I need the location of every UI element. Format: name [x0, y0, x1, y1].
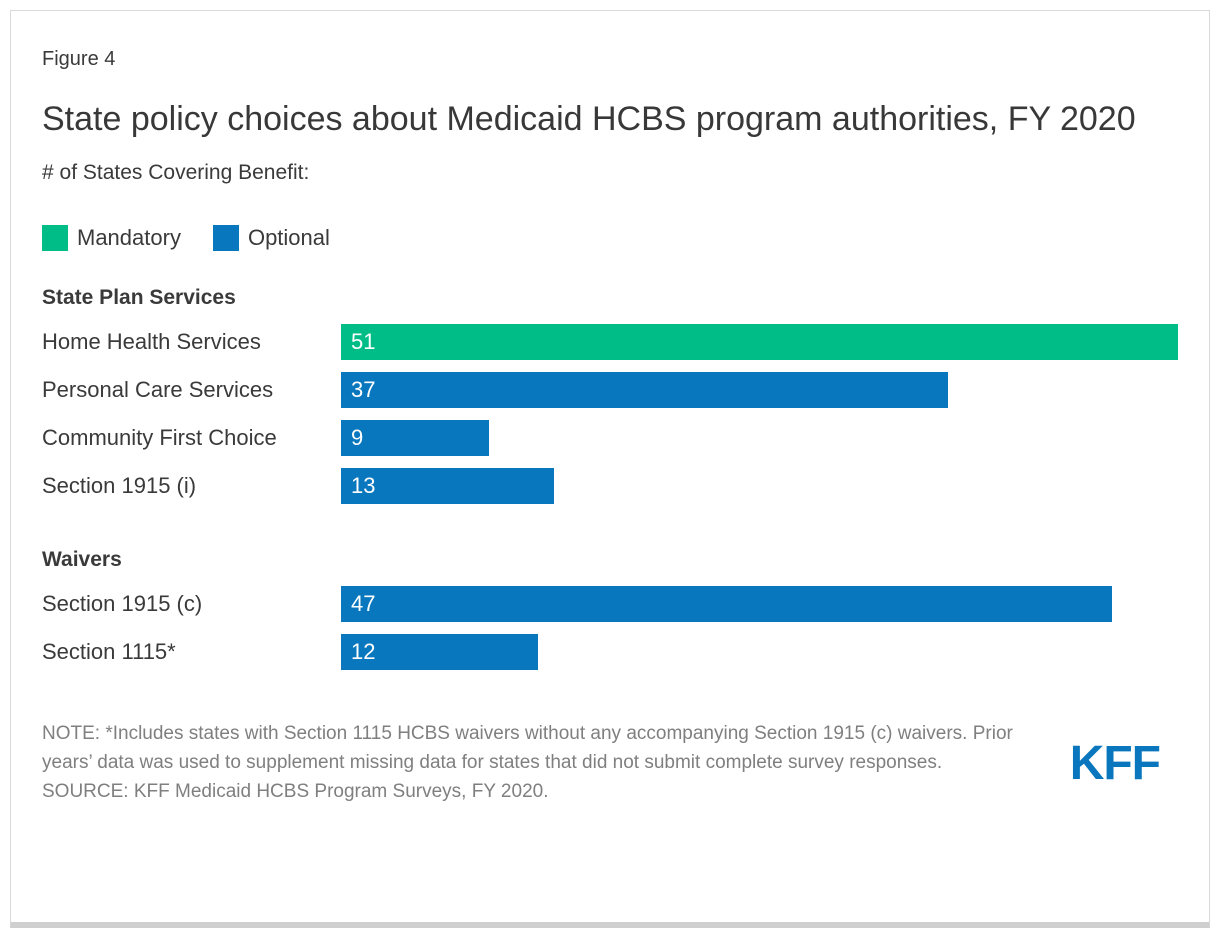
legend-label: Mandatory [77, 225, 181, 250]
bar: 12 [341, 634, 538, 670]
bar-chart: State Plan Services Home Health Services 5… [42, 286, 1178, 670]
kff-logo: KFF [1069, 737, 1161, 790]
bar: 47 [341, 586, 1113, 622]
bar-row-label: Section 1115* [42, 639, 176, 664]
bar-value-label: 37 [351, 377, 376, 402]
bar-area: 37 [341, 372, 1178, 408]
source-text: SOURCE: KFF Medicaid HCBS Program Survey… [42, 781, 549, 802]
bar-value-label: 13 [351, 473, 376, 498]
bar-area: 12 [341, 634, 1178, 670]
figure-label: Figure 4 [42, 48, 116, 70]
bar-row-label: Section 1915 (c) [42, 591, 203, 616]
bar-value-label: 51 [351, 329, 376, 354]
footer: NOTE: *Includes states with Section 1115… [42, 719, 1178, 806]
bar-row: Personal Care Services 37 [42, 372, 1178, 408]
chart-title: State policy choices about Medicaid HCBS… [42, 100, 1136, 138]
bar-row: Section 1915 (i) 13 [42, 468, 1178, 504]
bar-area: 9 [341, 420, 1178, 456]
bar-row-label: Personal Care Services [42, 377, 274, 402]
mandatory-swatch-icon [42, 225, 68, 251]
note-text: NOTE: *Includes states with Section 1115… [42, 723, 1013, 773]
bar-row: Section 1115* 12 [42, 634, 1178, 670]
legend-label: Optional [247, 225, 330, 250]
bar-value-label: 9 [351, 425, 364, 450]
bar-group: State Plan Services Home Health Services 5… [42, 286, 1178, 504]
bar: 13 [341, 468, 555, 504]
bar-group: Waivers Section 1915 (c) 47 Section 1115* 12 [42, 548, 1178, 670]
group-heading: State Plan Services [42, 286, 236, 309]
group-heading: Waivers [42, 548, 122, 571]
bar-row-label: Community First Choice [42, 425, 277, 450]
bar: 51 [341, 324, 1178, 360]
bar-row: Home Health Services 51 [42, 324, 1178, 360]
optional-swatch-icon [212, 225, 239, 251]
legend-item-optional: Optional [212, 225, 330, 251]
bar-area: 47 [341, 586, 1178, 622]
chart-subtitle: # of States Covering Benefit: [42, 161, 310, 184]
figure-card: Figure 4 State policy choices about Medi… [10, 10, 1210, 928]
bar-row: Section 1915 (c) 47 [42, 586, 1178, 622]
bar-area: 51 [341, 324, 1178, 360]
bar-value-label: 47 [351, 591, 376, 616]
bar: 37 [341, 372, 949, 408]
bar-area: 13 [341, 468, 1178, 504]
bar-value-label: 12 [351, 639, 376, 664]
bar-row: Community First Choice 9 [42, 420, 1178, 456]
bar-row-label: Home Health Services [42, 329, 261, 354]
bar: 9 [341, 420, 489, 456]
legend: Mandatory Optional [42, 225, 1178, 251]
bar-row-label: Section 1915 (i) [42, 473, 197, 498]
legend-item-mandatory: Mandatory [42, 225, 181, 251]
